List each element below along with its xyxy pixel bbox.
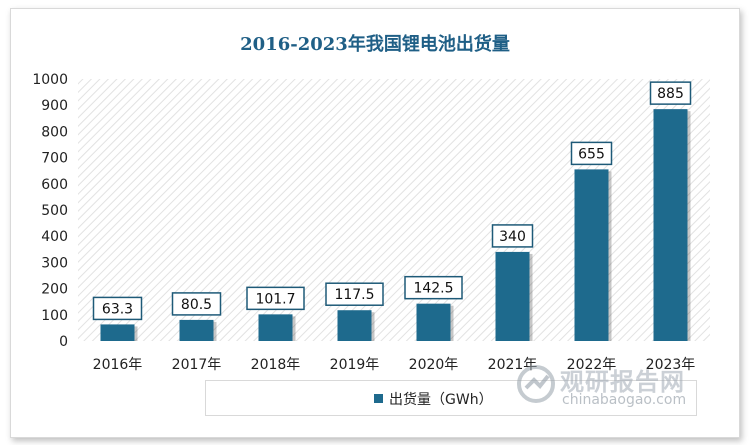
y-tick-label: 700 [41, 151, 68, 167]
x-tick-label: 2019年 [330, 357, 380, 373]
bar [258, 314, 293, 341]
bar [495, 251, 530, 341]
watermark-en: chinabaogao.com [562, 392, 687, 408]
data-label-box [649, 81, 692, 105]
data-label: 63.3 [102, 301, 133, 317]
x-tick-label: 2023年 [646, 357, 696, 373]
data-label: 142.5 [413, 281, 453, 297]
data-label-box [570, 141, 613, 166]
legend-swatch [374, 394, 383, 403]
watermark-cn: 观研报告网 [560, 368, 685, 396]
y-tick-label: 500 [41, 203, 68, 219]
y-tick-label: 900 [41, 98, 68, 114]
data-label: 885 [657, 86, 684, 102]
bar [337, 310, 372, 341]
data-label-box [491, 224, 534, 248]
bar [653, 109, 688, 341]
bar [574, 169, 609, 341]
data-label: 101.7 [255, 291, 295, 307]
x-tick-label: 2016年 [93, 357, 143, 373]
data-label: 655 [578, 146, 605, 162]
data-label-box [246, 286, 305, 311]
y-tick-label: 0 [59, 334, 68, 350]
bar [416, 303, 451, 341]
data-label: 340 [499, 229, 526, 245]
data-label-box [92, 296, 143, 321]
watermark-logo-icon [517, 365, 555, 403]
y-tick-label: 800 [41, 124, 68, 140]
bar [179, 319, 214, 341]
bar [100, 324, 135, 341]
legend: 出货量（GWh） [205, 380, 697, 416]
chart-title: 2016-2023年我国锂电池出货量 [240, 34, 510, 55]
x-tick-label: 2022年 [567, 357, 617, 373]
data-label: 80.5 [181, 297, 212, 313]
data-label-box [404, 275, 463, 300]
x-tick-label: 2017年 [172, 357, 222, 373]
x-tick-label: 2018年 [251, 357, 301, 373]
watermark: 观研报告网 chinabaogao.com [500, 356, 740, 416]
x-tick-label: 2020年 [409, 357, 459, 373]
y-tick-label: 1000 [32, 72, 68, 88]
y-tick-label: 400 [41, 229, 68, 245]
data-label-box [325, 282, 384, 306]
y-tick-label: 600 [41, 177, 68, 193]
data-label-box [171, 292, 222, 316]
data-label: 117.5 [334, 287, 374, 303]
y-tick-label: 200 [41, 282, 68, 298]
legend-label: 出货量（GWh） [389, 392, 493, 408]
y-tick-label: 100 [41, 308, 68, 324]
y-tick-label: 300 [41, 255, 68, 271]
